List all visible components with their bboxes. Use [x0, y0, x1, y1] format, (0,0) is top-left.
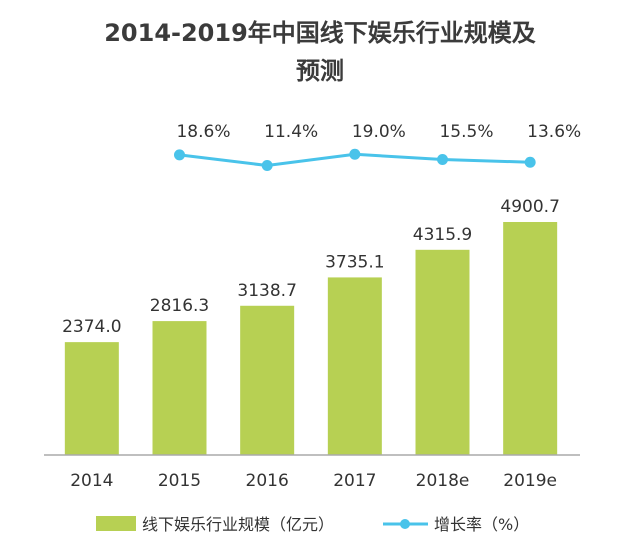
bar-2014: [64, 342, 119, 455]
bar-label-2015: 2816.3: [150, 296, 209, 316]
growth-label-2016: 11.4%: [264, 122, 318, 142]
x-tick-2015: 2015: [158, 471, 201, 491]
bar-2015: [152, 321, 207, 455]
bar-label-2019e: 4900.7: [500, 197, 559, 217]
x-tick-2017: 2017: [333, 471, 376, 491]
growth-label-2018e: 15.5%: [439, 122, 493, 142]
growth-label-2017: 19.0%: [352, 122, 406, 142]
x-tick-2019e: 2019e: [503, 471, 557, 491]
chart-title-line-1: 2014-2019年中国线下娱乐行业规模及: [104, 19, 536, 47]
chart-title: 2014-2019年中国线下娱乐行业规模及 预测: [60, 14, 580, 90]
growth-point-2019e: [524, 156, 536, 168]
x-tick-2016: 2016: [246, 471, 289, 491]
legend-swatch-bars: [96, 516, 136, 531]
bar-2019e: [503, 222, 558, 455]
growth-label-2019e: 13.6%: [527, 122, 581, 142]
legend-label-line: 增长率（%）: [434, 515, 529, 534]
growth-label-2015: 18.6%: [176, 122, 230, 142]
growth-point-2017: [349, 148, 361, 160]
x-tick-2014: 2014: [70, 471, 113, 491]
bar-label-2018e: 4315.9: [413, 225, 472, 245]
bar-2018e: [415, 249, 470, 455]
bar-label-2017: 3735.1: [325, 252, 384, 272]
growth-point-2016: [261, 160, 273, 172]
bar-2016: [240, 305, 295, 455]
growth-point-2018e: [437, 153, 448, 165]
growth-point-2015: [174, 149, 185, 161]
chart-title-line-2: 预测: [296, 57, 344, 85]
bar-label-2014: 2374.0: [62, 317, 121, 337]
legend-label-bars: 线下娱乐行业规模（亿元）: [142, 515, 334, 534]
bar-label-2016: 3138.7: [237, 281, 296, 301]
x-tick-2018e: 2018e: [416, 471, 470, 491]
legend-swatch-point: [400, 519, 410, 529]
bar-2017: [327, 277, 382, 455]
